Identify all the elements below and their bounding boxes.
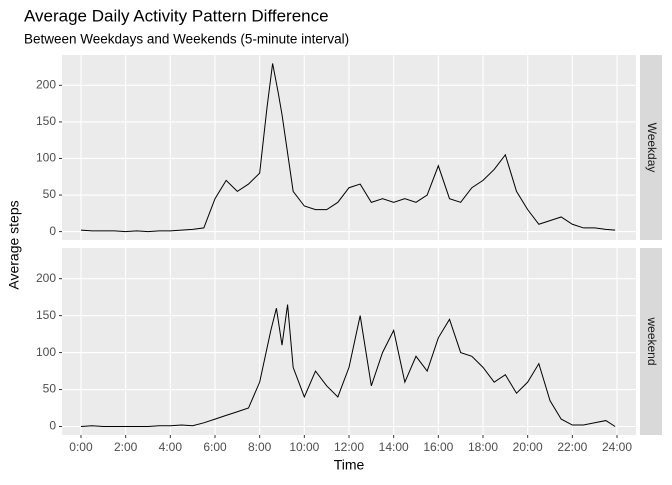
x-tick-label: 18:00 bbox=[468, 440, 498, 454]
x-tick-label: 6:00 bbox=[203, 440, 227, 454]
y-axis-title: Average steps bbox=[6, 200, 22, 289]
x-tick-label: 10:00 bbox=[289, 440, 319, 454]
facet-strip bbox=[640, 55, 662, 240]
facet-label: Weekday bbox=[645, 123, 659, 173]
x-tick-label: 4:00 bbox=[159, 440, 183, 454]
data-line bbox=[80, 304, 616, 427]
y-tick-label: 200 bbox=[36, 78, 56, 92]
x-tick-label: 2:00 bbox=[114, 440, 138, 454]
y-tick-label: 100 bbox=[36, 345, 56, 359]
x-axis-title: Time bbox=[334, 457, 365, 473]
x-tick-label: 8:00 bbox=[248, 440, 272, 454]
x-tick-label: 12:00 bbox=[334, 440, 364, 454]
x-tick-label: 14:00 bbox=[379, 440, 409, 454]
y-tick-label: 100 bbox=[36, 151, 56, 165]
data-line bbox=[80, 63, 616, 233]
x-tick-label: 0:00 bbox=[69, 440, 93, 454]
y-tick-label: 0 bbox=[49, 419, 56, 433]
chart-subtitle: Between Weekdays and Weekends (5-minute … bbox=[24, 32, 349, 47]
x-tick-label: 16:00 bbox=[423, 440, 453, 454]
y-tick-label: 0 bbox=[49, 224, 56, 238]
y-tick-label: 150 bbox=[36, 114, 56, 128]
y-tick-label: 150 bbox=[36, 308, 56, 322]
y-tick-label: 200 bbox=[36, 271, 56, 285]
y-tick-label: 50 bbox=[43, 187, 57, 201]
x-tick-label: 22:00 bbox=[557, 440, 587, 454]
y-tick-label: 50 bbox=[43, 382, 57, 396]
facet-label: weekend bbox=[645, 316, 659, 365]
x-tick-label: 20:00 bbox=[513, 440, 543, 454]
chart-title: Average Daily Activity Pattern Differenc… bbox=[24, 6, 329, 25]
facet-strip bbox=[640, 248, 662, 435]
x-tick-label: 24:00 bbox=[602, 440, 632, 454]
